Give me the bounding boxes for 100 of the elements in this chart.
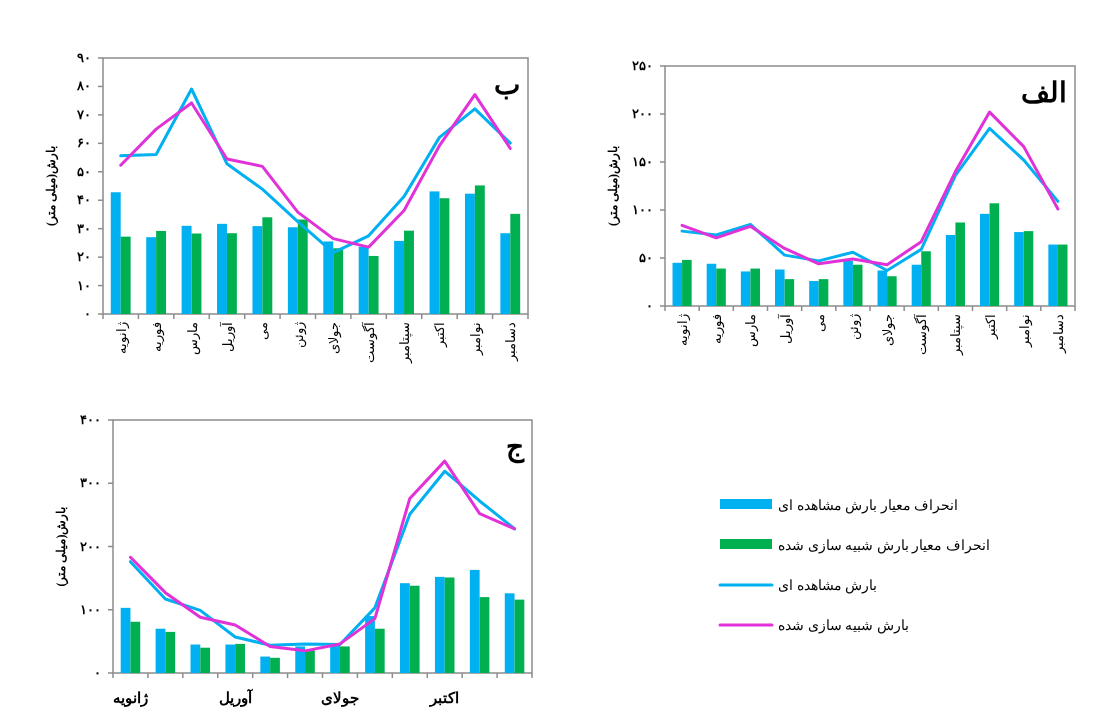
y-tick-label: ۲۵۰ xyxy=(632,58,653,73)
bar xyxy=(429,191,440,314)
x-tick-label: جولای xyxy=(320,690,359,707)
bar xyxy=(155,628,166,673)
bar xyxy=(235,643,245,673)
bar xyxy=(409,585,420,673)
y-tick-label: ۰ xyxy=(94,665,101,680)
bar xyxy=(504,593,515,673)
legend-label: بارش مشاهده ای xyxy=(778,578,877,594)
bar xyxy=(217,223,227,314)
bar xyxy=(165,631,176,673)
bar xyxy=(852,264,863,306)
y-tick-label: ۱۵۰ xyxy=(632,154,653,169)
x-tick-label: ژوئن xyxy=(845,314,862,340)
y-tick-label: ۳۰ xyxy=(77,220,91,236)
bar xyxy=(333,248,344,314)
bar xyxy=(1023,231,1034,306)
bar xyxy=(358,246,369,314)
x-tick-label: سپتامبر xyxy=(397,322,414,364)
y-tick-label: ۵۰ xyxy=(639,250,653,265)
x-tick-label: ژانویه xyxy=(113,322,130,354)
bar xyxy=(750,268,760,306)
x-tick-label: فوریه xyxy=(709,314,726,344)
bar xyxy=(464,193,475,314)
y-axis-title: بارش(میلی متر) xyxy=(606,146,621,226)
y-tick-label: ۴۰ xyxy=(77,192,91,208)
x-tick-label: دسامبر xyxy=(503,322,520,362)
bar xyxy=(190,644,201,673)
bar xyxy=(1014,232,1024,306)
x-tick-label: جولای xyxy=(326,322,343,354)
bar xyxy=(434,576,445,673)
bar xyxy=(784,279,795,306)
y-tick-label: ۹۰ xyxy=(77,50,91,65)
bar xyxy=(809,281,819,306)
bar xyxy=(110,192,121,314)
y-tick-label: ۰ xyxy=(84,306,91,321)
bar xyxy=(287,227,298,314)
bar xyxy=(1057,244,1068,306)
chart-title: ج xyxy=(506,431,525,464)
bar xyxy=(514,599,525,673)
x-tick-label: آوریل xyxy=(218,688,254,707)
y-tick-label: ۳۰۰ xyxy=(80,475,101,491)
x-tick-label: ژانویه xyxy=(675,314,692,346)
y-tick-label: ۲۰۰ xyxy=(80,538,101,554)
y-axis-title: بارش(میلی متر) xyxy=(44,146,59,226)
x-tick-label: آگوست xyxy=(360,321,378,363)
bar xyxy=(339,646,350,673)
y-tick-label: ۷۰ xyxy=(76,106,91,122)
bar xyxy=(510,213,521,314)
legend-label: بارش شبیه سازی شده xyxy=(778,618,909,634)
y-tick-label: ۶۰ xyxy=(77,135,91,151)
bar xyxy=(980,213,990,306)
bar xyxy=(200,647,211,673)
bar xyxy=(474,185,485,314)
bar xyxy=(404,230,414,314)
bar xyxy=(682,259,692,306)
x-tick-label: مارس xyxy=(743,314,760,347)
x-tick-label: می xyxy=(255,322,271,340)
y-tick-label: ۵۰ xyxy=(77,163,91,179)
bar xyxy=(181,225,192,314)
bar xyxy=(374,628,385,673)
x-tick-label: آوریل xyxy=(776,313,794,344)
bar xyxy=(500,233,511,314)
bar xyxy=(394,240,405,314)
x-tick-label: آگوست xyxy=(913,313,931,355)
bar xyxy=(843,260,853,306)
bar xyxy=(1048,244,1058,306)
bar xyxy=(989,203,1000,306)
y-tick-label: ۴۰۰ xyxy=(80,412,101,427)
y-tick-label: ۸۰ xyxy=(76,78,91,94)
x-tick-label: فوریه xyxy=(149,322,166,352)
bar xyxy=(716,268,726,306)
x-tick-label: جولای xyxy=(880,314,897,346)
bar xyxy=(262,217,273,314)
bar xyxy=(740,271,751,306)
bar xyxy=(130,621,141,673)
legend-label: انحراف معیار بارش شبیه سازی شده xyxy=(778,538,990,554)
y-tick-label: ۱۰۰ xyxy=(80,601,101,617)
bar xyxy=(469,569,480,673)
bar xyxy=(479,597,490,673)
bar xyxy=(444,577,455,673)
x-tick-label: نوامبر xyxy=(467,322,484,356)
bar xyxy=(297,219,308,314)
bar xyxy=(955,222,965,306)
bar xyxy=(706,263,717,306)
y-axis-title: بارش(میلی متر) xyxy=(54,506,69,587)
y-tick-label: ۰ xyxy=(646,298,653,313)
bar xyxy=(368,255,379,314)
y-tick-label: ۱۰ xyxy=(77,277,91,293)
x-tick-label: دسامبر xyxy=(1050,314,1067,354)
bar xyxy=(156,230,167,314)
bar xyxy=(921,251,931,306)
bar xyxy=(120,607,131,673)
x-tick-label: می xyxy=(811,314,827,332)
bar xyxy=(270,657,280,673)
bar xyxy=(330,643,340,673)
chart-title: الف xyxy=(1021,77,1067,108)
bar xyxy=(911,264,922,306)
y-tick-label: ۲۰۰ xyxy=(632,106,653,121)
x-tick-label: اکتبر xyxy=(429,690,460,707)
